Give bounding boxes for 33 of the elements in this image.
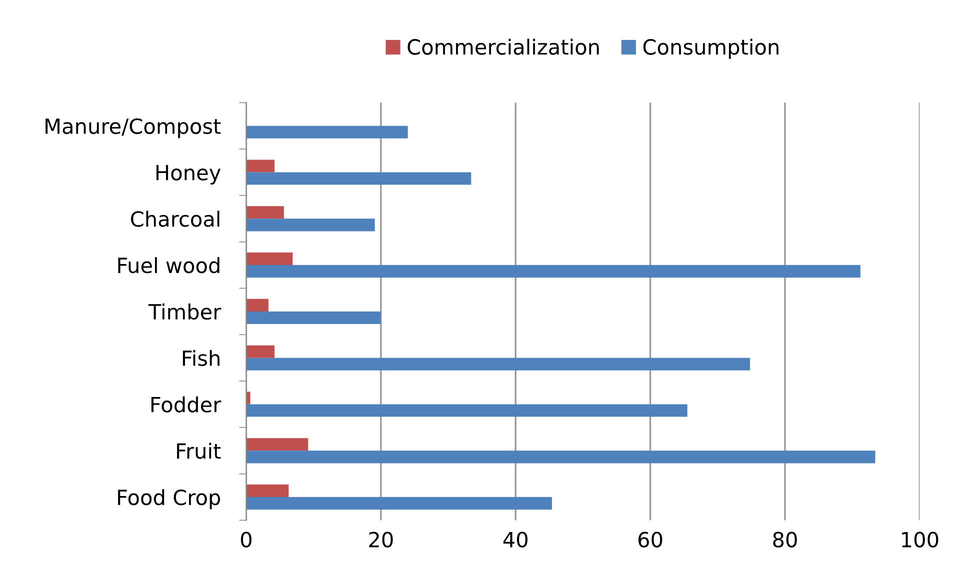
bar (246, 126, 408, 138)
y-tick-label: Fuel wood (118, 257, 220, 274)
bar (246, 311, 381, 324)
bar (246, 298, 268, 312)
x-tick-label: 40 (503, 532, 528, 548)
y-tick-label: Charcoal (131, 210, 220, 227)
y-tick-label: Honey (156, 164, 221, 185)
bar (246, 160, 274, 172)
bar (246, 358, 750, 370)
bar (246, 438, 308, 451)
x-tick-label: 60 (638, 532, 662, 548)
legend-label: Consumption (643, 38, 778, 59)
y-tick-label: Fruit (177, 442, 221, 459)
x-tick-label: 20 (369, 532, 393, 548)
bar (246, 497, 552, 510)
bar (246, 404, 688, 417)
bar (246, 218, 375, 232)
x-tick-label: 0 (240, 532, 252, 548)
x-tick-label: 80 (773, 532, 797, 548)
y-tick-label: Fodder (151, 396, 222, 412)
x-tick-label: 100 (902, 532, 938, 548)
bar (246, 252, 293, 266)
bar (246, 345, 274, 358)
bar (246, 450, 876, 464)
y-tick-label: Timber (148, 304, 222, 320)
legend-label: Commercialization (408, 38, 599, 55)
y-tick-label: Manure/Compost (46, 118, 221, 138)
y-tick-label: Food Crop (118, 489, 220, 510)
y-tick-label: Fish (182, 350, 220, 366)
bar (246, 206, 284, 219)
bar (246, 484, 289, 498)
bar (246, 172, 472, 185)
bar (246, 265, 860, 278)
